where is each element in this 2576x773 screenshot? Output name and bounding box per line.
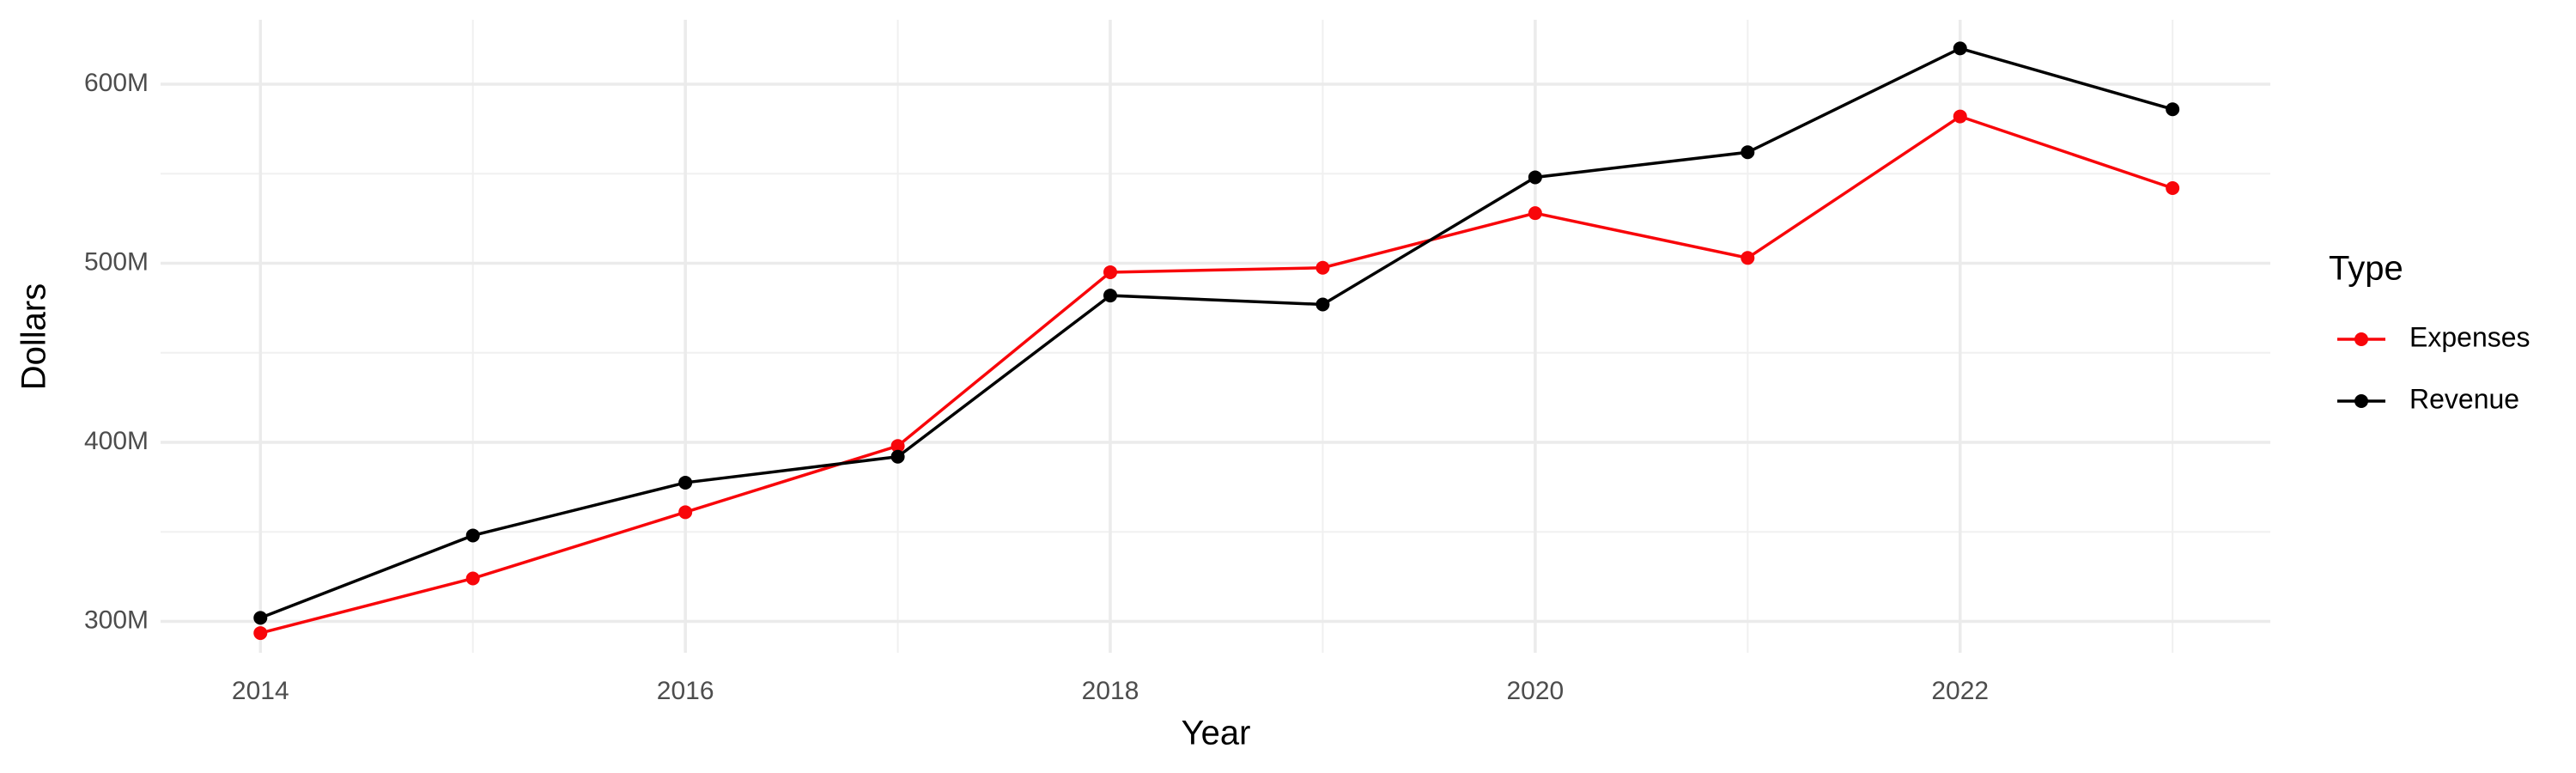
y-tick-label: 400M [84,427,149,455]
y-tick-label: 500M [84,247,149,276]
point [890,439,905,453]
x-tick-label: 2014 [232,677,289,705]
point [1528,170,1542,185]
point [1315,260,1330,275]
point [678,475,693,490]
point [253,626,268,641]
point [1103,289,1118,303]
point [2166,180,2180,195]
series-line [259,46,2173,619]
x-tick-label: 2022 [1931,677,1989,705]
point [1315,297,1330,312]
legend-title: Type [2329,250,2403,288]
point [1741,145,1755,160]
point [1103,265,1118,279]
legend-label: Expenses [2409,321,2530,352]
x-tick-label: 2018 [1082,677,1139,705]
y-tick-label: 300M [84,606,149,634]
x-tick-label: 2016 [657,677,714,705]
point [678,505,693,520]
y-tick-label: 600M [84,69,149,97]
point [1953,109,1967,124]
point [465,571,480,586]
point [465,528,480,543]
legend-label: Revenue [2409,383,2519,414]
x-axis-title: Year [1182,715,1251,752]
point [253,611,268,625]
series-line [259,114,2173,635]
y-axis-title: Dollars [15,283,53,390]
point [890,449,905,464]
legend-key-point [2354,394,2368,408]
point [2166,102,2180,117]
x-tick-label: 2020 [1507,677,1564,705]
legend-key-point [2354,332,2368,346]
point [1953,41,1967,56]
point [1741,251,1755,265]
point [1528,206,1542,221]
plot: 300M 400M 500M 600M 2014 2016 2018 2020 2022 Expe… [84,20,2530,705]
